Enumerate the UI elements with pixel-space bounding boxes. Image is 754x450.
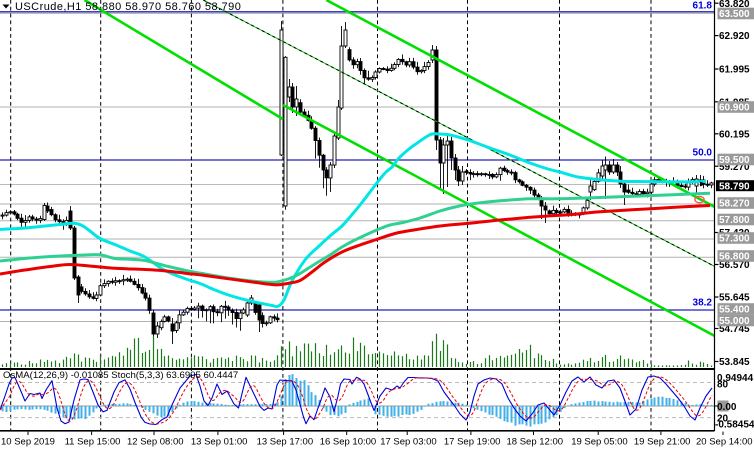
svg-text:55.000: 55.000 (719, 316, 750, 327)
svg-text:13 Sep 01:00: 13 Sep 01:00 (191, 437, 248, 448)
svg-text:63.820: 63.820 (719, 0, 750, 10)
svg-text:-0.58454: -0.58454 (715, 420, 754, 431)
svg-text:USCrude,H1 58.880 58.970 58.7: USCrude,H1 58.880 58.970 58.760 58.790 (15, 1, 241, 13)
svg-text:OsMA(12,26,9) -0.01085 Stoch(: OsMA(12,26,9) -0.01085 Stoch(5,3,3) 63.6… (3, 370, 238, 381)
svg-text:54.745: 54.745 (719, 324, 750, 335)
svg-text:61.8: 61.8 (693, 1, 713, 12)
svg-text:57.300: 57.300 (719, 234, 750, 245)
svg-text:56.800: 56.800 (719, 252, 750, 263)
svg-text:0.94944: 0.94944 (717, 373, 754, 384)
svg-text:19 Sep 21:00: 19 Sep 21:00 (634, 437, 691, 448)
svg-text:62.920: 62.920 (719, 31, 750, 42)
svg-text:20: 20 (717, 414, 729, 425)
svg-text:50.0: 50.0 (693, 148, 713, 159)
svg-text:53.845: 53.845 (719, 357, 750, 368)
svg-text:13 Sep 17:00: 13 Sep 17:00 (257, 437, 314, 448)
svg-text:56.570: 56.570 (719, 260, 750, 271)
svg-text:10 Sep 2019: 10 Sep 2019 (1, 437, 55, 448)
svg-text:55.645: 55.645 (719, 293, 750, 304)
svg-text:0.00: 0.00 (717, 402, 737, 413)
svg-text:60.195: 60.195 (719, 129, 750, 140)
svg-text:58.270: 58.270 (719, 199, 750, 210)
svg-text:38.2: 38.2 (693, 298, 713, 309)
svg-text:59.500: 59.500 (719, 155, 750, 166)
svg-text:80: 80 (717, 380, 729, 391)
svg-text:20 Sep 14:00: 20 Sep 14:00 (696, 437, 753, 448)
svg-text:59.270: 59.270 (719, 162, 750, 173)
svg-text:63.500: 63.500 (719, 9, 750, 20)
svg-text:57.800: 57.800 (719, 215, 750, 226)
svg-text:19 Sep 05:00: 19 Sep 05:00 (571, 437, 628, 448)
svg-text:18 Sep 12:00: 18 Sep 12:00 (507, 437, 564, 448)
svg-text:17 Sep 03:00: 17 Sep 03:00 (380, 437, 437, 448)
svg-text:55.400: 55.400 (719, 305, 750, 316)
svg-text:61.995: 61.995 (719, 65, 750, 76)
svg-text:17 Sep 19:00: 17 Sep 19:00 (444, 437, 501, 448)
svg-text:58.790: 58.790 (719, 182, 750, 193)
svg-text:16 Sep 10:00: 16 Sep 10:00 (320, 437, 377, 448)
svg-text:12 Sep 08:00: 12 Sep 08:00 (127, 437, 184, 448)
svg-text:60.900: 60.900 (719, 103, 750, 114)
svg-text:11 Sep 15:00: 11 Sep 15:00 (65, 437, 121, 448)
